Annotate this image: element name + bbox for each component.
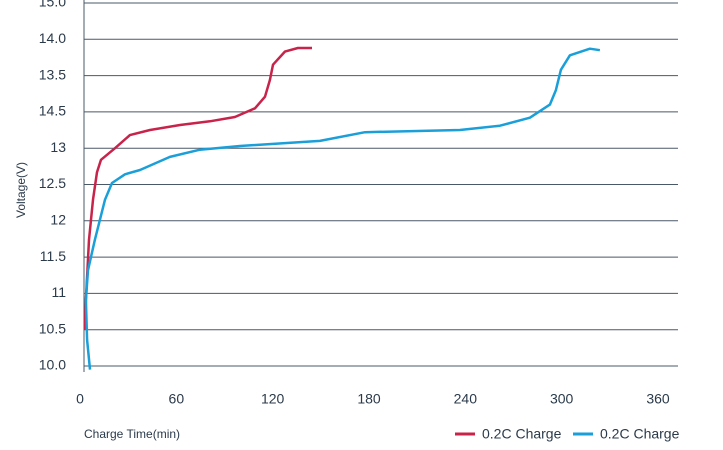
legend-label: 0.2C Charge bbox=[482, 426, 562, 442]
series-line bbox=[84, 47, 601, 370]
y-tick-label: 13.5 bbox=[39, 66, 66, 82]
x-tick-label: 360 bbox=[646, 391, 670, 407]
y-tick-label: 11.5 bbox=[40, 248, 66, 264]
x-tick-label: 0 bbox=[76, 391, 84, 407]
x-tick-label: 60 bbox=[169, 391, 185, 407]
y-tick-label: 14.5 bbox=[39, 103, 66, 119]
x-tick-label: 180 bbox=[357, 391, 381, 407]
y-tick-label: 10.0 bbox=[39, 357, 66, 373]
y-axis-label: Voltage(V) bbox=[14, 162, 28, 218]
series-line bbox=[83, 46, 312, 330]
y-tick-label: 12.5 bbox=[39, 175, 66, 191]
y-tick-label: 10.5 bbox=[39, 320, 66, 336]
x-axis-label: Charge Time(min) bbox=[84, 427, 180, 441]
y-tick-label: 15.0 bbox=[39, 0, 66, 10]
x-tick-label: 300 bbox=[550, 391, 574, 407]
legend-label: 0.2C Charge bbox=[600, 426, 680, 442]
y-tick-label: 14.0 bbox=[39, 30, 66, 46]
y-tick-label: 12 bbox=[50, 212, 66, 228]
x-tick-label: 120 bbox=[261, 391, 285, 407]
y-tick-label: 13 bbox=[50, 139, 66, 155]
x-tick-label: 240 bbox=[454, 391, 478, 407]
y-tick-label: 11 bbox=[51, 284, 66, 300]
